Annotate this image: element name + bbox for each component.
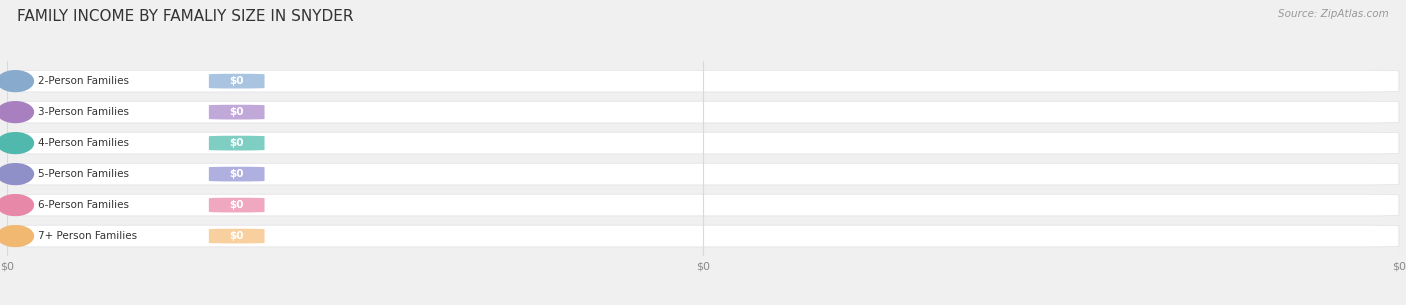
FancyBboxPatch shape: [209, 198, 264, 213]
Ellipse shape: [0, 102, 34, 123]
Text: 2-Person Families: 2-Person Families: [38, 76, 129, 86]
FancyBboxPatch shape: [7, 70, 1399, 92]
Text: 5-Person Families: 5-Person Families: [38, 169, 129, 179]
FancyBboxPatch shape: [209, 136, 264, 150]
FancyBboxPatch shape: [7, 163, 1399, 185]
FancyBboxPatch shape: [7, 101, 1399, 123]
Text: $0: $0: [229, 200, 245, 210]
FancyBboxPatch shape: [7, 225, 1399, 247]
Ellipse shape: [0, 226, 34, 246]
Text: $0: $0: [229, 107, 245, 117]
Ellipse shape: [0, 164, 34, 185]
FancyBboxPatch shape: [7, 132, 1399, 154]
Text: FAMILY INCOME BY FAMALIY SIZE IN SNYDER: FAMILY INCOME BY FAMALIY SIZE IN SNYDER: [17, 9, 353, 24]
Text: 7+ Person Families: 7+ Person Families: [38, 231, 136, 241]
FancyBboxPatch shape: [209, 74, 264, 88]
Text: 6-Person Families: 6-Person Families: [38, 200, 129, 210]
FancyBboxPatch shape: [209, 105, 264, 120]
Ellipse shape: [0, 195, 34, 216]
Ellipse shape: [0, 71, 34, 92]
Text: 4-Person Families: 4-Person Families: [38, 138, 129, 148]
Ellipse shape: [0, 133, 34, 153]
Text: Source: ZipAtlas.com: Source: ZipAtlas.com: [1278, 9, 1389, 19]
Text: 3-Person Families: 3-Person Families: [38, 107, 129, 117]
Text: $0: $0: [229, 138, 245, 148]
FancyBboxPatch shape: [7, 194, 1399, 216]
Text: $0: $0: [229, 76, 245, 86]
Text: $0: $0: [229, 169, 245, 179]
FancyBboxPatch shape: [209, 229, 264, 243]
Text: $0: $0: [229, 231, 245, 241]
FancyBboxPatch shape: [209, 167, 264, 181]
